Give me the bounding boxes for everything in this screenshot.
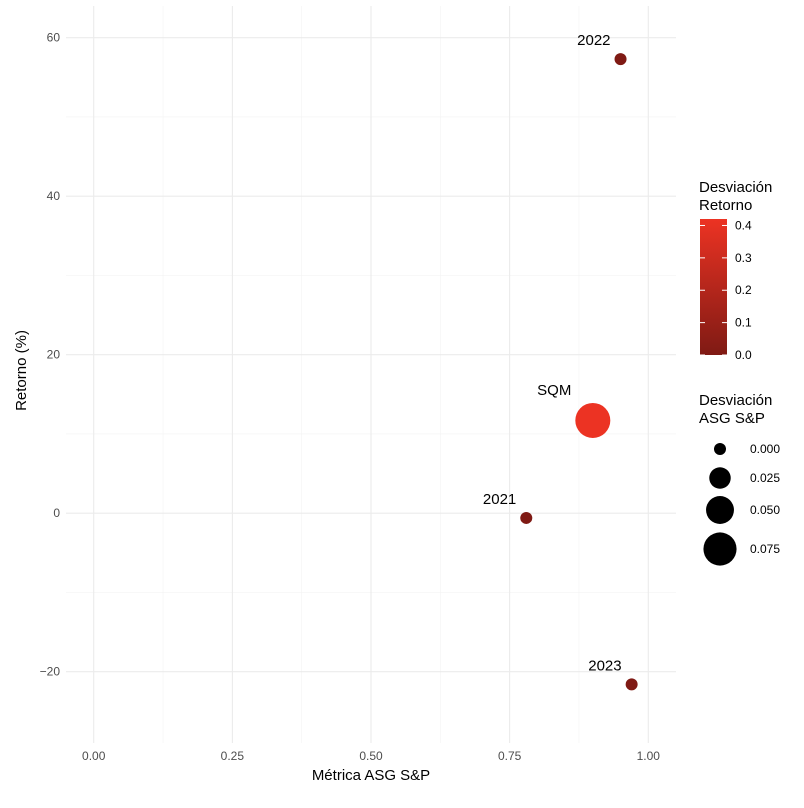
legend-size-keys: 0.000 0.025 0.050 0.075: [703, 442, 780, 566]
data-label-2023: 2023: [588, 657, 621, 674]
data-label-2021: 2021: [483, 491, 516, 508]
y-tick-label: 60: [47, 31, 61, 45]
data-point-2023: [625, 678, 638, 691]
legend-size-title-line-1: Desviación: [699, 392, 772, 409]
legend-color-title-line-2: Retorno: [699, 197, 752, 214]
data-points: 2022 SQM 2021 2023: [483, 32, 638, 691]
data-point-sqm: [575, 402, 611, 438]
y-tick-label: −20: [40, 665, 61, 679]
legend-size-key-circle: [706, 496, 734, 524]
legend-size-key-circle: [709, 467, 731, 489]
legend-size-title-line-2: ASG S&P: [699, 410, 765, 427]
legend-size-key-circle: [703, 532, 737, 566]
grid: [66, 6, 676, 743]
x-tick-label: 0.25: [221, 749, 245, 763]
x-axis-title: Métrica ASG S&P: [312, 767, 430, 784]
legend-colorbar: [700, 219, 727, 355]
legend-size-key-label: 0.050: [750, 503, 780, 517]
y-tick-label: 20: [47, 348, 61, 362]
legend-size-key-label: 0.025: [750, 471, 780, 485]
x-tick-label: 1.00: [637, 749, 661, 763]
data-point-2021: [520, 511, 533, 524]
legend-colorbar-ticks: 0.0 0.1 0.2 0.3 0.4: [700, 218, 752, 362]
x-tick-label: 0.00: [82, 749, 106, 763]
colorbar-tick-label: 0.2: [735, 283, 752, 297]
data-point-2022: [614, 53, 627, 66]
data-label-2022: 2022: [577, 32, 610, 49]
x-tick-label: 0.75: [498, 749, 522, 763]
y-tick-label: 0: [53, 506, 60, 520]
x-tick-label: 0.50: [359, 749, 383, 763]
legend-size-scale: Desviación ASG S&P 0.000 0.025 0.050 0.075: [699, 392, 780, 566]
colorbar-tick-label: 0.1: [735, 316, 752, 330]
legend-color-title-line-1: Desviación: [699, 179, 772, 196]
y-axis-ticks: −20 0 20 40 60: [40, 31, 61, 679]
colorbar-tick-label: 0.4: [735, 218, 752, 232]
y-axis-title: Retorno (%): [13, 330, 30, 411]
data-label-sqm: SQM: [537, 382, 571, 399]
legend-size-key-label: 0.000: [750, 442, 780, 456]
x-axis-ticks: 0.00 0.25 0.50 0.75 1.00: [82, 749, 660, 763]
legend-size-key-label: 0.075: [750, 542, 780, 556]
legend-size-key-circle: [714, 443, 726, 455]
legend-color-scale: Desviación Retorno 0.0 0.1 0.2 0.3 0.4: [699, 179, 772, 362]
colorbar-tick-label: 0.0: [735, 348, 752, 362]
y-tick-label: 40: [47, 189, 61, 203]
colorbar-tick-label: 0.3: [735, 251, 752, 265]
